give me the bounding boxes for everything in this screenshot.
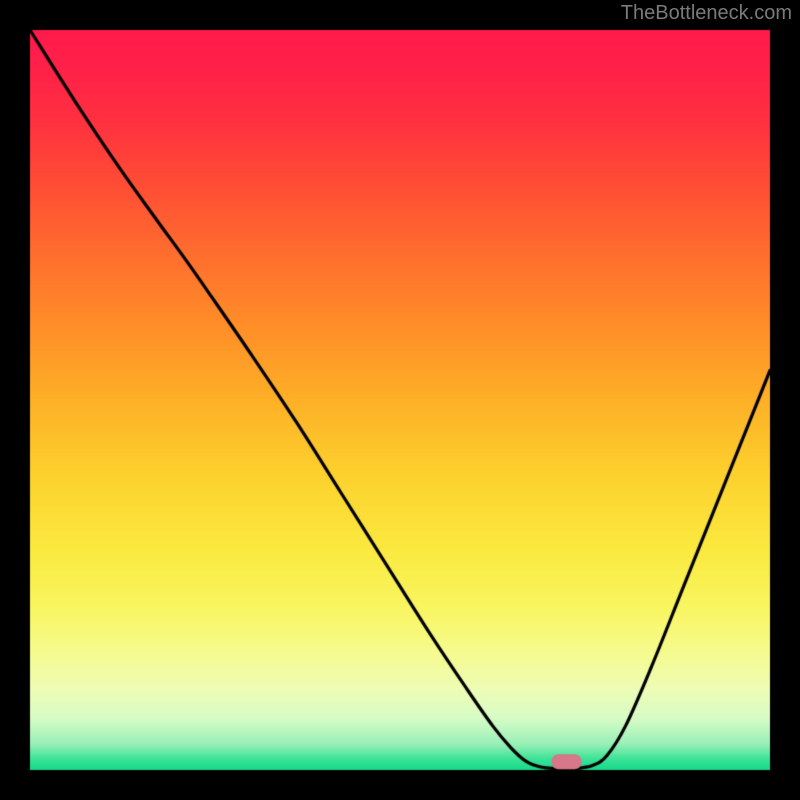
watermark-text: TheBottleneck.com	[621, 2, 792, 25]
chart-stage: TheBottleneck.com	[0, 0, 800, 800]
bottleneck-gradient-chart	[0, 0, 800, 800]
